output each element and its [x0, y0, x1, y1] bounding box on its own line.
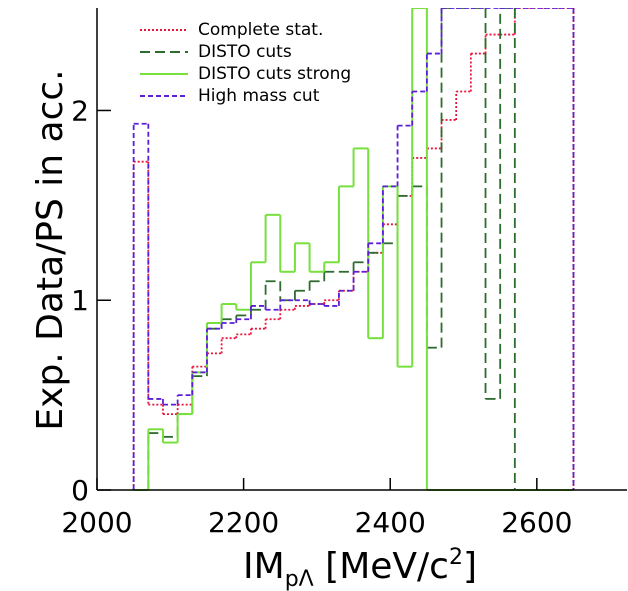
- x-tick-label: 2400: [355, 506, 426, 539]
- legend-label: DISTO cuts: [198, 42, 292, 62]
- y-tick-label: 1: [71, 284, 89, 317]
- x-axis-label: IMpΛ [MeV/c2]: [243, 545, 477, 591]
- x-tick-label: 2200: [208, 506, 279, 539]
- x-label-part: IM: [243, 546, 285, 587]
- x-label-part: 2: [449, 545, 463, 570]
- x-tick-label: 2000: [61, 506, 132, 539]
- legend-label: High mass cut: [198, 86, 320, 106]
- legend-label: DISTO cuts strong: [198, 64, 351, 84]
- y-tick-label: 2: [71, 94, 89, 127]
- x-tick-label: 2600: [501, 506, 572, 539]
- x-label-part: [MeV/c: [314, 546, 449, 587]
- legend-label: Complete stat.: [198, 20, 323, 40]
- x-label-part: ]: [463, 546, 477, 587]
- x-label-part: pΛ: [285, 567, 314, 591]
- y-axis-label: Exp. Data/PS in acc.: [30, 69, 71, 430]
- plot-area: [132, 8, 575, 491]
- y-tick-label: 0: [71, 474, 89, 507]
